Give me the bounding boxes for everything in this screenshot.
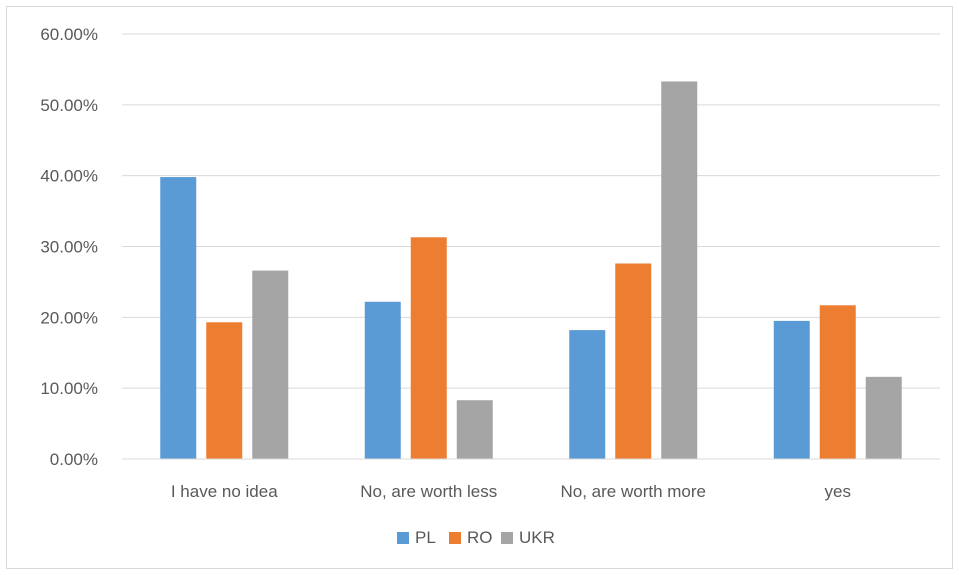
bars bbox=[160, 81, 902, 460]
y-tick-label: 0.00% bbox=[50, 450, 98, 469]
legend-swatch-pl bbox=[397, 532, 409, 544]
y-axis-tick-labels: 0.00% 10.00% 20.00% 30.00% 40.00% 50.00% 60.00… bbox=[40, 25, 98, 469]
legend-label-pl: PL bbox=[415, 528, 436, 547]
x-category-label: yes bbox=[825, 482, 851, 501]
bar-ro bbox=[615, 263, 652, 459]
legend-label-ukr: UKR bbox=[519, 528, 555, 547]
bar-ukr bbox=[661, 81, 698, 459]
x-axis-category-labels: I have no idea No, are worth less No, are … bbox=[171, 482, 851, 501]
y-tick-label: 60.00% bbox=[40, 25, 98, 44]
x-category-label: I have no idea bbox=[171, 482, 278, 501]
bar-ukr bbox=[865, 376, 902, 459]
legend-swatch-ukr bbox=[501, 532, 513, 544]
x-category-label: No, are worth more bbox=[561, 482, 707, 501]
gridlines bbox=[122, 33, 940, 389]
y-tick-label: 50.00% bbox=[40, 96, 98, 115]
legend-label-ro: RO bbox=[467, 528, 493, 547]
bar-pl bbox=[364, 301, 401, 459]
bar-ro bbox=[410, 237, 447, 459]
bar-pl bbox=[569, 330, 606, 459]
y-tick-label: 10.00% bbox=[40, 379, 98, 398]
bar-ukr bbox=[456, 400, 493, 459]
y-tick-label: 30.00% bbox=[40, 238, 98, 257]
legend: PL RO UKR bbox=[397, 528, 555, 547]
bar-pl bbox=[773, 320, 810, 459]
bar-ukr bbox=[252, 270, 289, 459]
legend-swatch-ro bbox=[449, 532, 461, 544]
y-tick-label: 20.00% bbox=[40, 308, 98, 327]
x-category-label: No, are worth less bbox=[360, 482, 497, 501]
y-tick-label: 40.00% bbox=[40, 167, 98, 186]
bar-ro bbox=[819, 305, 856, 459]
bar-ro bbox=[206, 322, 243, 459]
bar-pl bbox=[160, 177, 197, 460]
